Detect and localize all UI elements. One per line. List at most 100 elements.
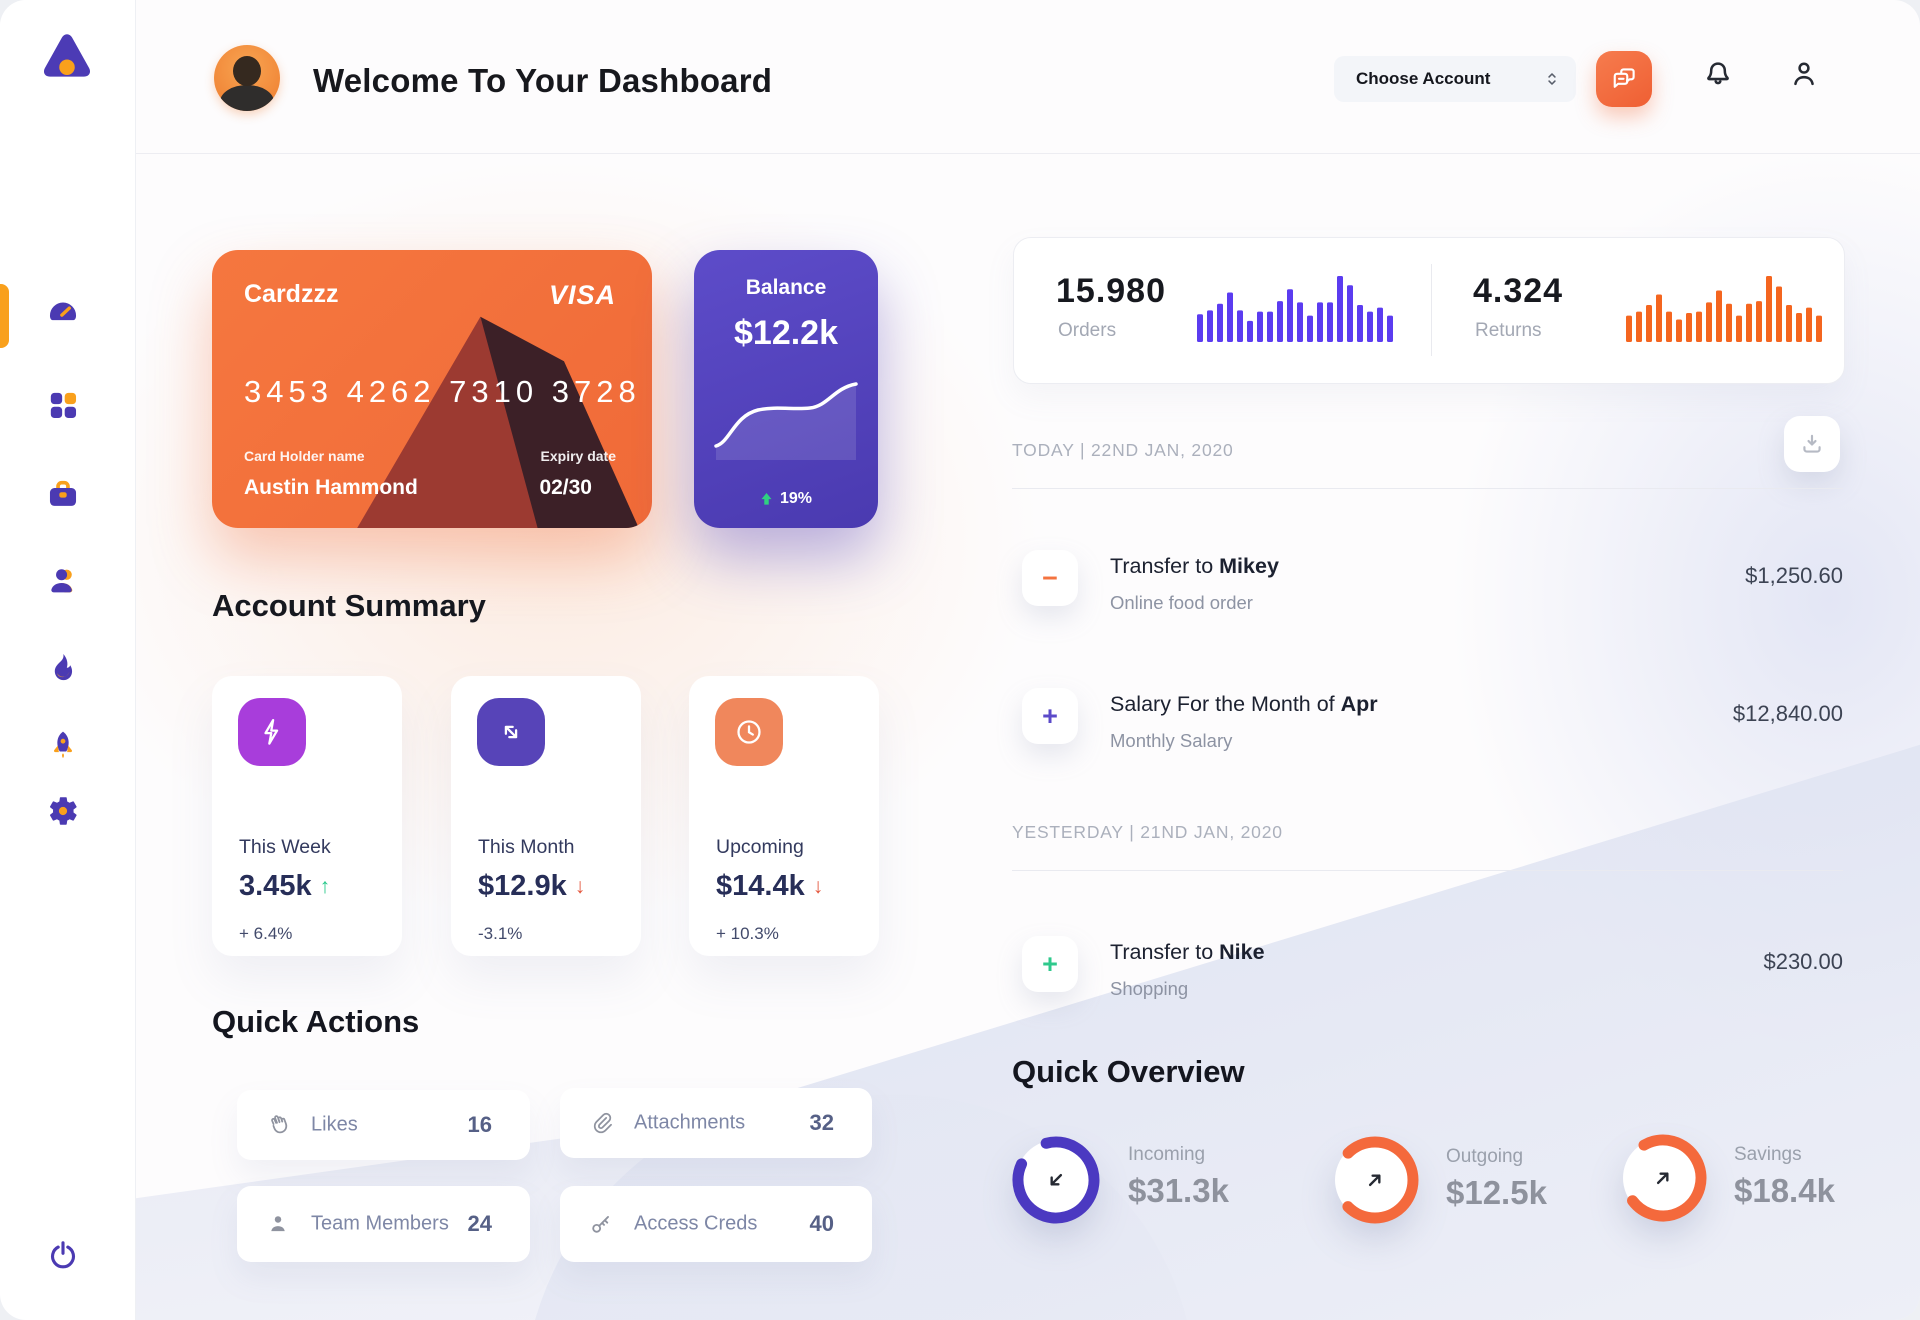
transaction-title: Transfer to Mikey	[1110, 554, 1279, 578]
key-icon	[592, 1216, 609, 1233]
summary-icon-tile	[238, 698, 306, 766]
active-nav-indicator	[0, 284, 9, 348]
gear-icon	[49, 797, 77, 825]
credit-card: Cardzzz VISA 3453 4262 7310 3728 Card Ho…	[212, 250, 652, 528]
sidebar-item-launch[interactable]	[46, 728, 82, 764]
incoming-value: $31.3k	[1128, 1172, 1229, 1209]
card-name: Cardzzz	[244, 280, 339, 308]
flame-icon	[54, 653, 73, 681]
quick-action-attachments[interactable]: Attachments 32	[560, 1088, 872, 1158]
choose-account-label: Choose Account	[1356, 69, 1491, 88]
stats-divider	[1431, 264, 1432, 356]
arrow-up-right-icon	[1656, 1172, 1669, 1185]
summary-card-this-month: This Month $12.9k ↓ -3.1%	[451, 676, 641, 956]
transaction-type-icon: +	[1022, 688, 1078, 744]
user-avatar[interactable]	[214, 45, 280, 111]
sidebar-item-dashboard[interactable]	[46, 296, 82, 332]
arrow-up-icon	[761, 492, 772, 505]
transaction-type-icon: +	[1022, 936, 1078, 992]
waving-hand-icon	[271, 1115, 288, 1134]
trend-down-icon: ↓	[812, 874, 824, 898]
trend-down-icon: ↓	[574, 874, 586, 898]
quick-action-label: Access Creds	[634, 1212, 758, 1235]
transaction-title: Transfer to Nike	[1110, 940, 1265, 964]
quick-action-team-members[interactable]: Team Members 24	[237, 1186, 530, 1262]
briefcase-icon	[49, 480, 77, 506]
quick-action-access-creds[interactable]: Access Creds 40	[560, 1186, 872, 1262]
summary-value: 3.45k ↑	[239, 870, 331, 902]
sidebar-item-logout[interactable]	[46, 1238, 82, 1274]
transaction-subtitle: Monthly Salary	[1110, 730, 1233, 751]
quick-action-count: 32	[809, 1110, 834, 1135]
balance-card: Balance $12.2k 19%	[694, 250, 878, 528]
orders-label: Orders	[1058, 320, 1117, 341]
choose-account-dropdown[interactable]: Choose Account	[1334, 56, 1576, 102]
returns-value: 4.324	[1473, 272, 1564, 310]
chat-bubbles-icon	[1613, 68, 1635, 88]
account-summary-title: Account Summary	[212, 588, 486, 623]
transaction-row[interactable]: + Transfer to Nike Shopping $230.00	[1012, 936, 1843, 1006]
quick-action-count: 24	[467, 1211, 492, 1236]
speedometer-icon	[49, 302, 77, 321]
sidebar-item-settings[interactable]	[46, 794, 82, 830]
transaction-subtitle: Shopping	[1110, 978, 1189, 999]
messages-button[interactable]	[1596, 51, 1652, 107]
arrow-up-right-icon	[1368, 1174, 1381, 1187]
download-icon	[1803, 434, 1821, 453]
card-number: 3453 4262 7310 3728	[244, 374, 641, 409]
quick-action-likes[interactable]: Likes 16	[237, 1090, 530, 1160]
download-statement-button[interactable]	[1784, 416, 1840, 472]
outgoing-label: Outgoing	[1446, 1146, 1524, 1167]
balance-change: 19%	[779, 490, 813, 507]
transaction-divider	[1012, 870, 1843, 871]
returns-label: Returns	[1475, 320, 1542, 341]
transaction-group-date: YESTERDAY | 21ND JAN, 2020	[1012, 822, 1283, 842]
arrow-down-left-icon	[1050, 1173, 1063, 1186]
visa-logo: VISA	[548, 280, 616, 310]
triangle-logo-icon	[43, 34, 91, 77]
sidebar-item-trending[interactable]	[46, 650, 82, 686]
users-icon	[51, 569, 73, 593]
incoming-label: Incoming	[1128, 1144, 1206, 1165]
summary-change: + 10.3%	[716, 924, 779, 943]
quick-actions-title: Quick Actions	[212, 1004, 420, 1039]
summary-card-upcoming: Upcoming $14.4k ↓ + 10.3%	[689, 676, 879, 956]
savings-donut	[1615, 1130, 1711, 1226]
plus-icon: +	[1042, 700, 1058, 731]
transaction-row[interactable]: − Transfer to Mikey Online food order $1…	[1012, 550, 1843, 620]
outgoing-donut	[1327, 1132, 1423, 1228]
sidebar-item-portfolio[interactable]	[46, 477, 82, 513]
balance-trend: 19%	[694, 490, 878, 508]
notification-bell-icon	[1707, 62, 1729, 85]
summary-value: $14.4k ↓	[716, 870, 824, 902]
power-icon	[50, 1241, 76, 1269]
quick-action-count: 40	[809, 1211, 834, 1236]
transaction-title: Salary For the Month of Apr	[1110, 692, 1378, 716]
balance-value: $12.2k	[734, 314, 838, 352]
savings-value: $18.4k	[1734, 1172, 1835, 1209]
transaction-group-date: TODAY | 22ND JAN, 2020	[1012, 440, 1234, 460]
card-triangle-decoration	[357, 316, 639, 528]
transaction-divider	[1012, 488, 1843, 489]
savings-ring-chart	[1619, 1134, 1707, 1222]
page-title: Welcome To Your Dashboard	[313, 62, 773, 99]
transaction-amount: $12,840.00	[1732, 701, 1843, 726]
incoming-ring-chart	[1012, 1136, 1100, 1224]
summary-label: Upcoming	[716, 836, 804, 858]
profile-button[interactable]	[1788, 58, 1820, 90]
transaction-row[interactable]: + Salary For the Month of Apr Monthly Sa…	[1012, 688, 1843, 758]
transaction-amount: $230.00	[1763, 949, 1843, 974]
rocket-icon	[53, 731, 73, 759]
sidebar-item-team[interactable]	[46, 564, 82, 600]
orders-returns-panel: 15.980 Orders 4.324 Returns	[1013, 237, 1845, 384]
card-holder-name: Austin Hammond	[244, 476, 418, 499]
diagonal-arrows-icon	[504, 725, 518, 739]
notifications-button[interactable]	[1702, 58, 1734, 90]
chevron-up-down-icon	[1548, 73, 1556, 85]
transaction-type-icon: −	[1022, 550, 1078, 606]
sidebar-item-apps[interactable]	[46, 388, 82, 424]
card-expiry: 02/30	[539, 476, 592, 499]
quick-action-label: Attachments	[634, 1111, 746, 1134]
user-profile-icon	[1794, 62, 1814, 86]
